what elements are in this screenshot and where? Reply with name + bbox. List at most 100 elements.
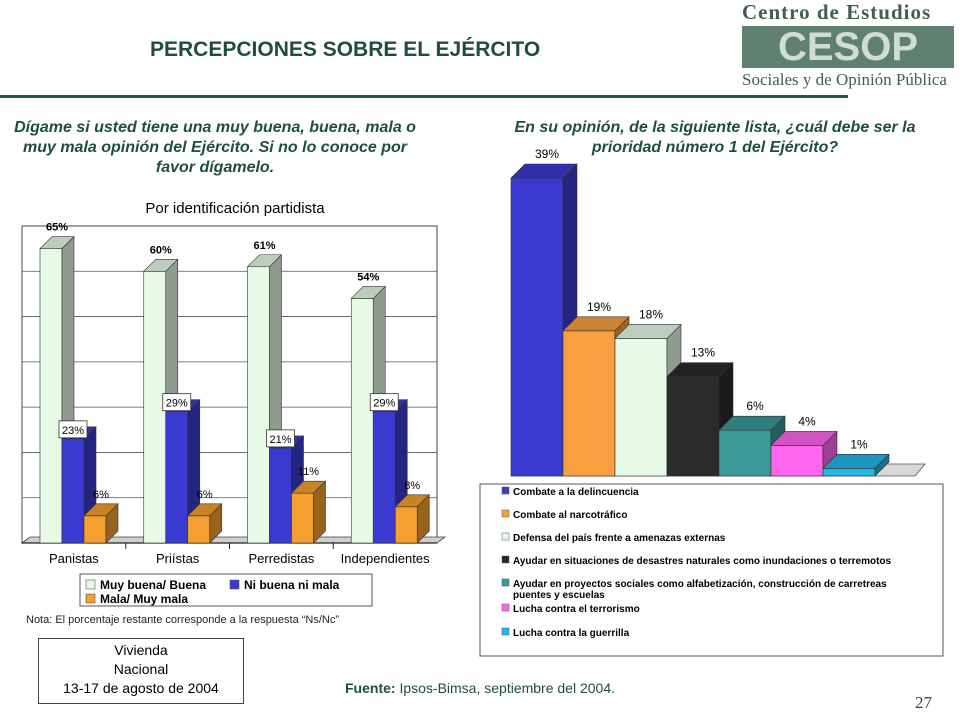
survey-scope: Nacional [113,661,169,677]
page-number: 27 [915,693,932,712]
right-bar-front [666,376,720,477]
left-question: Dígame si usted tiene una muy buena, bue… [14,119,416,176]
left-bar-top [246,254,283,268]
left-bar-top [39,236,75,249]
left-data-label: 6% [93,489,109,501]
footnote: Nota: El porcentaje restante corresponde… [26,614,340,626]
left-bar [290,480,327,544]
left-legend-label: Muy buena/ Buena [100,578,206,592]
right-bar-front [718,429,772,477]
left-data-label: 21% [269,434,291,446]
right-legend-label: Lucha contra la guerrilla [513,628,630,639]
left-bar [83,503,119,544]
left-data-label: 61% [253,240,275,252]
left-data-label-box [58,420,88,439]
source-note: Fuente: Ipsos-Bimsa, septiembre del 2004… [345,680,615,696]
left-legend-swatch [229,579,240,590]
left-bar-top [187,503,223,517]
right-bar-top [822,454,890,469]
right-legend-swatch [501,603,510,612]
survey-dates: 13-17 de agosto de 2004 [63,680,219,696]
right-bar [770,430,838,477]
right-legend-swatch [501,509,510,518]
right-bar-top [666,362,734,377]
right-legend-label: Combate al narcotráfico [513,510,627,521]
logo-mark-background [742,26,954,68]
left-x-tick-label: Priístas [156,551,200,566]
right-bar-front [562,330,616,477]
right-legend-swatch [501,627,510,636]
cesop-logo: CESOP [742,25,954,69]
right-legend: Combate a la delincuencia Combate al narc… [479,483,944,657]
right-legend-swatch [501,578,510,587]
left-legend-label: Ni buena ni mala [244,578,340,592]
right-bar [718,415,786,477]
right-bar-top [770,431,838,446]
header-divider [0,95,848,98]
right-bar-top [614,324,682,339]
left-data-label-box [266,429,295,448]
right-bar-top [510,163,578,179]
left-bar [187,503,223,544]
logo-bottom-text: Sociales y de Opinión Pública [742,70,947,89]
right-bar-front [614,338,668,477]
right-legend-label: Ayudar en situaciones de desastres natur… [513,556,892,567]
left-data-label-box [369,393,399,412]
right-legend-label: Combate a la delincuencia [513,487,639,498]
left-data-label: 6% [197,489,213,501]
left-legend: Muy buena/ Buena Ni buena ni mala Mala/ Mu… [79,573,373,607]
survey-type: Vivienda [114,642,168,658]
left-data-label: 65% [46,222,68,234]
left-legend-swatch [85,593,96,604]
source-label: Fuente: [345,680,396,696]
left-legend-box [79,573,373,607]
left-chart-title: Por identificación partidista [145,200,325,217]
left-legend-swatch [85,579,96,590]
right-bar-front [822,468,876,477]
right-bar [614,323,682,477]
right-data-label: 1% [850,437,868,451]
right-legend-box [479,483,944,657]
left-legend-label: Mala/ Muy mala [100,592,188,606]
right-bar [822,453,890,477]
left-data-label: 8% [404,480,420,492]
logo-top-text: Centro de Estudios [742,0,932,24]
left-data-label: 29% [166,398,188,410]
left-data-label: 29% [373,398,395,410]
right-bar-front [770,445,824,477]
right-data-label: 19% [587,300,611,314]
left-data-label: 54% [357,271,379,283]
left-bar-top [350,286,386,299]
right-legend-swatch [501,532,510,541]
left-bar-top [143,258,179,272]
right-legend-swatch [501,555,510,564]
left-bar-top [394,494,430,508]
survey-info-box: Vivienda Nacional 13-17 de agosto de 200… [38,638,244,704]
left-x-tick-label: Panistas [49,551,99,566]
logo-mark: CESOP [778,25,918,69]
left-data-label-box [162,393,192,412]
left-bar-top [290,480,327,494]
source-text: Ipsos-Bimsa, septiembre del 2004. [395,680,616,696]
right-legend-label-cont: puentes y escuelas [513,590,605,601]
right-data-label: 39% [535,147,559,161]
left-x-tick-label: Perredistas [249,551,315,566]
right-bar-front [510,177,564,477]
right-data-label: 6% [746,399,764,413]
left-data-label: 23% [62,425,84,437]
right-question: En su opinión, de la siguiente lista, ¿c… [514,119,916,156]
left-data-label: 11% [298,466,319,478]
left-bar [394,494,430,544]
page-title: PERCEPCIONES SOBRE EL EJÉRCITO [150,38,541,61]
right-data-label: 13% [691,346,715,360]
right-legend-label: Defensa del país frente a amenazas exter… [513,533,726,544]
right-legend-label: Ayudar en proyectos sociales como alfabe… [513,579,887,590]
right-data-label: 4% [798,414,816,428]
left-x-tick-label: Independientes [341,551,430,566]
left-data-label: 60% [150,244,172,256]
right-legend-swatch [501,486,510,495]
left-bar-top [83,503,119,517]
right-bar-top [562,316,630,332]
